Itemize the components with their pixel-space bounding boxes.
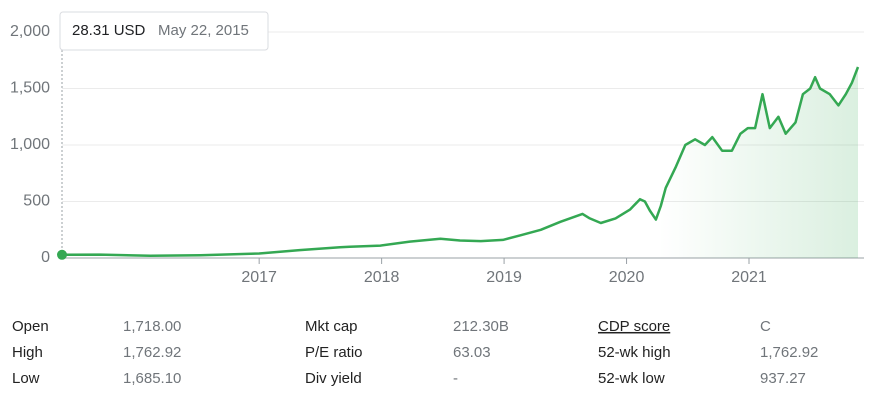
y-tick-label: 500	[23, 193, 50, 210]
stat-label: 52-wk high	[598, 344, 671, 361]
stat-value: 937.27	[760, 370, 806, 387]
stat-value: 63.03	[453, 344, 491, 361]
y-tick-label: 2,000	[10, 23, 50, 40]
plot: 0 500 1,000 1,500 2,000 2017 2018 2019 2020 2021	[10, 23, 864, 286]
tooltip: 28.31 USD May 22, 2015	[59, 11, 269, 51]
stat-label: Mkt cap	[305, 318, 358, 335]
x-tick-label: 2019	[486, 269, 522, 286]
y-tick-label: 0	[41, 249, 50, 266]
stat-label: Low	[12, 370, 40, 387]
y-tick-label: 1,500	[10, 80, 50, 97]
stat-label[interactable]: CDP score	[598, 318, 670, 335]
stat-label: P/E ratio	[305, 344, 363, 361]
x-tick-label: 2017	[241, 269, 277, 286]
stats-table: Open 1,718.00 High 1,762.92 Low 1,685.10 Mkt c…	[12, 318, 818, 387]
stat-value: 1,685.10	[123, 370, 181, 387]
stat-value: 1,762.92	[123, 344, 181, 361]
x-tick-label: 2018	[364, 269, 400, 286]
x-tick-label: 2021	[731, 269, 767, 286]
tooltip-box	[59, 11, 269, 51]
hover-dot	[57, 249, 67, 260]
stat-value: 1,718.00	[123, 318, 181, 335]
price-line	[61, 66, 860, 257]
stat-value: 212.30B	[453, 318, 509, 335]
stat-value: -	[453, 370, 458, 387]
stat-label: Div yield	[305, 370, 362, 387]
tooltip-date: May 22, 2015	[158, 22, 249, 39]
tooltip-price: 28.31 USD	[72, 22, 146, 39]
stat-label: Open	[12, 318, 49, 335]
stat-label: 52-wk low	[598, 370, 665, 387]
y-tick-label: 1,000	[10, 136, 50, 153]
stat-label: High	[12, 344, 43, 361]
stat-value: C	[760, 318, 771, 335]
stat-value: 1,762.92	[760, 344, 818, 361]
x-tick-label: 2020	[609, 269, 645, 286]
area-fill	[62, 67, 858, 258]
